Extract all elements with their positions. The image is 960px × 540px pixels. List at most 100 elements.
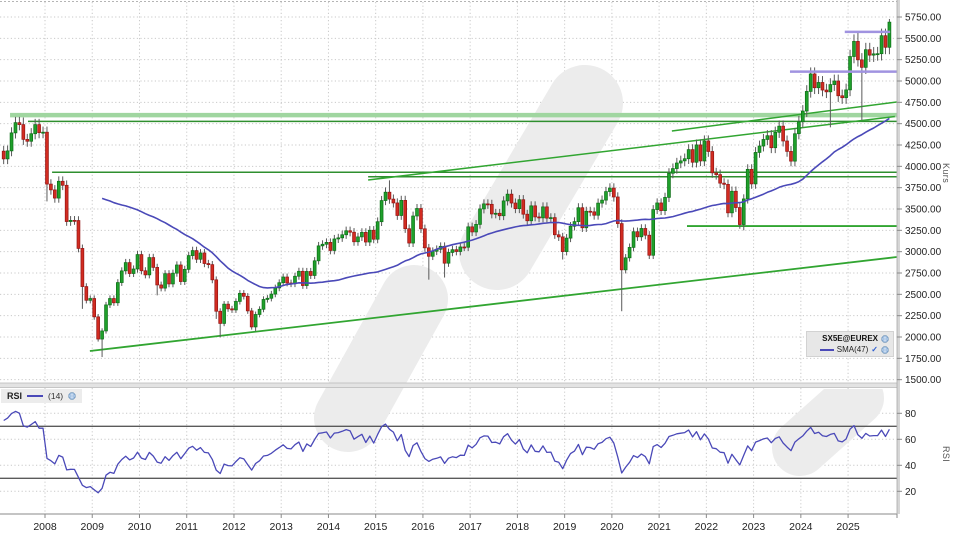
candle: [80, 244, 85, 309]
legend-symbol-row[interactable]: SX5E@EUREX: [822, 334, 889, 343]
candle: [383, 187, 388, 206]
candle: [765, 130, 770, 145]
legend-sma-row[interactable]: SMA(47) ✓: [819, 345, 889, 354]
rsi-indicator-header[interactable]: RSI (14): [1, 389, 83, 403]
globe-icon[interactable]: [881, 334, 889, 343]
candle: [202, 249, 207, 268]
candle: [867, 42, 872, 62]
x-axis-year-label: 2018: [506, 521, 530, 533]
candle: [576, 203, 581, 226]
candle: [127, 258, 132, 278]
candle: [726, 179, 730, 218]
candle: [151, 253, 156, 271]
candle: [293, 272, 297, 288]
x-axis-year-label: 2014: [317, 521, 341, 533]
candle: [352, 228, 356, 246]
candle: [537, 212, 541, 223]
candle: [615, 192, 620, 228]
watermark-logo-rsi: [772, 389, 884, 476]
rsi-tick-label: 80: [905, 409, 917, 420]
price-tick-label: 3750.00: [905, 183, 942, 194]
candle: [458, 243, 463, 256]
candle: [651, 205, 656, 260]
rsi-tick-label: 20: [905, 487, 917, 498]
sma-line[interactable]: [101, 117, 890, 289]
candle: [789, 146, 793, 167]
rsi-line[interactable]: [3, 410, 890, 494]
candle: [316, 241, 321, 265]
candle: [116, 279, 120, 306]
x-axis-year-label: 2025: [836, 521, 860, 533]
candle: [671, 163, 675, 179]
candle: [17, 116, 22, 131]
trend-line-uptrend-2015[interactable]: [368, 115, 895, 181]
candle: [734, 186, 738, 213]
candle: [324, 238, 329, 249]
candle: [545, 202, 549, 223]
rsi-title: RSI: [7, 391, 23, 401]
candle: [403, 195, 408, 233]
trend-line-long-term-support[interactable]: [89, 256, 897, 352]
sma-line-swatch: [819, 348, 834, 351]
x-axis-year-label: 2015: [364, 521, 388, 533]
x-axis-year-label: 2012: [222, 521, 246, 533]
candle: [793, 128, 797, 167]
candle: [556, 230, 561, 241]
x-axis-year-label: 2010: [128, 521, 152, 533]
candle: [230, 305, 234, 313]
candle: [690, 144, 695, 168]
candle: [155, 263, 159, 296]
candle: [608, 183, 612, 197]
candle: [710, 146, 715, 178]
candle: [100, 328, 104, 358]
candle: [13, 116, 18, 139]
candle: [863, 42, 868, 74]
trend-lines[interactable]: [10, 101, 897, 352]
trend-line-uptrend-2022[interactable]: [671, 101, 897, 132]
globe-icon[interactable]: [881, 345, 889, 354]
candle: [450, 245, 455, 257]
candle: [769, 130, 774, 154]
candle: [108, 295, 112, 308]
candle: [584, 206, 589, 232]
candle: [627, 243, 632, 262]
candle: [871, 47, 876, 62]
candle: [226, 301, 230, 312]
globe-icon[interactable]: [68, 392, 76, 400]
candle: [749, 164, 754, 189]
candle: [41, 126, 45, 139]
price-tick-label: 3250.00: [905, 226, 942, 237]
purple-levels[interactable]: [789, 30, 897, 73]
candle: [112, 295, 116, 306]
panel-separator: [0, 382, 897, 388]
price-tick-label: 1500.00: [905, 375, 942, 386]
candle: [745, 164, 750, 204]
candle: [269, 290, 274, 302]
sma-label: SMA(47): [836, 345, 869, 354]
candle: [257, 306, 262, 318]
candle: [415, 203, 419, 221]
candle: [560, 232, 565, 260]
rsi-axis-title: RSI: [941, 446, 951, 463]
candle: [179, 261, 183, 285]
price-tick-label: 3500.00: [905, 204, 942, 215]
candle: [387, 180, 392, 204]
candle: [462, 243, 467, 252]
x-axis-year-label: 2022: [695, 521, 719, 533]
price-tick-label: 5500.00: [905, 34, 942, 45]
candle: [104, 301, 108, 334]
legend-box[interactable]: SX5E@EUREX SMA(47) ✓: [806, 331, 894, 357]
check-icon[interactable]: ✓: [871, 345, 878, 354]
rsi-level-lines: [0, 425, 897, 479]
candle: [753, 147, 758, 189]
candle: [9, 127, 14, 157]
candle: [572, 217, 577, 231]
candle: [678, 155, 683, 169]
x-axis-year-label: 2019: [553, 521, 577, 533]
candle: [131, 265, 136, 278]
candle: [320, 240, 325, 250]
candle: [856, 32, 860, 67]
candle: [367, 226, 372, 247]
candle: [304, 267, 309, 289]
